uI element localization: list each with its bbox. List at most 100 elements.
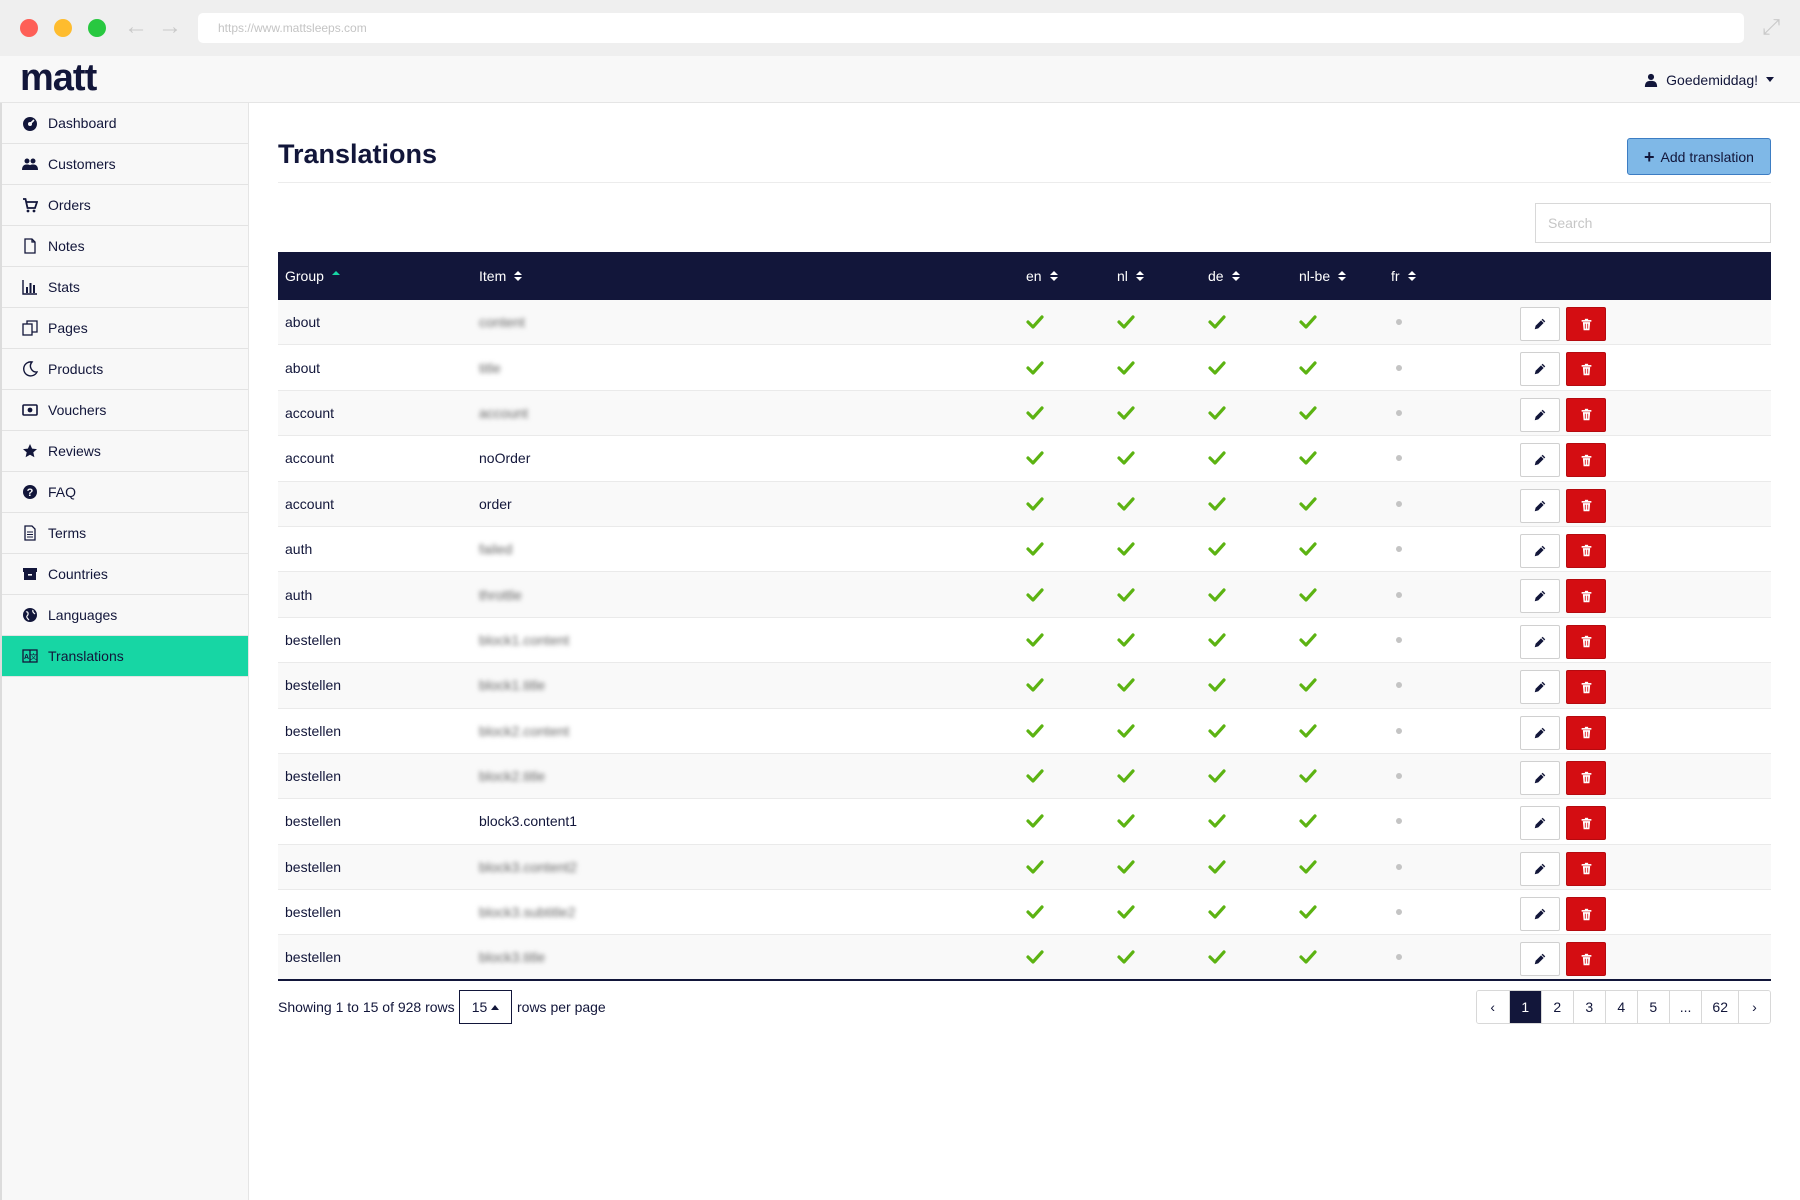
- svg-text:A: A: [24, 654, 29, 661]
- next-page-button[interactable]: ›: [1738, 991, 1770, 1023]
- status-cell: [1026, 345, 1044, 389]
- page-button-62[interactable]: 62: [1701, 991, 1738, 1023]
- expand-icon[interactable]: ⤢: [1762, 14, 1780, 39]
- delete-button[interactable]: [1566, 897, 1606, 932]
- check-icon: [1208, 315, 1226, 329]
- edit-button[interactable]: [1520, 851, 1560, 886]
- edit-button[interactable]: [1520, 488, 1560, 523]
- page-button-2[interactable]: 2: [1540, 991, 1573, 1023]
- status-cell: [1117, 482, 1135, 526]
- user-menu[interactable]: Goedemiddag!: [1644, 56, 1774, 103]
- delete-button[interactable]: [1566, 488, 1606, 523]
- column-header-de[interactable]: de: [1208, 252, 1240, 300]
- greeting-label: Goedemiddag!: [1666, 71, 1758, 88]
- edit-button[interactable]: [1520, 352, 1560, 387]
- status-cell: [1391, 890, 1402, 934]
- edit-button[interactable]: [1520, 624, 1560, 659]
- sidebar-item-reviews[interactable]: Reviews: [2, 431, 248, 472]
- search-input[interactable]: [1535, 203, 1771, 243]
- edit-button[interactable]: [1520, 760, 1560, 795]
- document-icon: [24, 525, 36, 541]
- edit-button[interactable]: [1520, 715, 1560, 750]
- check-icon: [1299, 905, 1317, 919]
- close-window-button[interactable]: [20, 19, 38, 37]
- page-button-3[interactable]: 3: [1572, 991, 1605, 1023]
- edit-button[interactable]: [1520, 897, 1560, 932]
- sidebar-item-translations[interactable]: A 文 Translations: [2, 636, 248, 677]
- user-icon: [1645, 73, 1658, 87]
- edit-button[interactable]: [1520, 443, 1560, 478]
- column-header-item[interactable]: Item: [479, 252, 523, 300]
- status-cell: [1208, 572, 1226, 616]
- rows-per-page-select[interactable]: 15: [459, 990, 512, 1024]
- table-body: about content about title account account acco…: [278, 300, 1771, 981]
- delete-button[interactable]: [1566, 806, 1606, 841]
- back-arrow-icon[interactable]: ←: [124, 13, 148, 40]
- check-icon: [1026, 406, 1044, 420]
- delete-button[interactable]: [1566, 942, 1606, 977]
- page-button-4[interactable]: 4: [1604, 991, 1637, 1023]
- status-cell: [1299, 799, 1317, 843]
- edit-button[interactable]: [1520, 670, 1560, 705]
- column-header-nl-be[interactable]: nl-be: [1299, 252, 1347, 300]
- delete-button[interactable]: [1566, 579, 1606, 614]
- delete-button[interactable]: [1566, 307, 1606, 341]
- column-header-fr[interactable]: fr: [1391, 252, 1416, 300]
- minimize-window-button[interactable]: [54, 19, 72, 37]
- maximize-window-button[interactable]: [88, 19, 106, 37]
- sidebar-item-languages[interactable]: Languages: [2, 595, 248, 636]
- delete-button[interactable]: [1566, 533, 1606, 568]
- delete-button[interactable]: [1566, 670, 1606, 705]
- delete-button[interactable]: [1566, 397, 1606, 432]
- page-button-5[interactable]: 5: [1636, 991, 1669, 1023]
- logo[interactable]: matt: [20, 57, 97, 99]
- delete-button[interactable]: [1566, 443, 1606, 478]
- add-translation-button[interactable]: + Add translation: [1627, 138, 1771, 175]
- page-button-1[interactable]: 1: [1508, 991, 1541, 1023]
- delete-button[interactable]: [1566, 851, 1606, 886]
- check-icon: [1299, 678, 1317, 692]
- edit-button[interactable]: [1520, 579, 1560, 614]
- sidebar-item-dashboard[interactable]: Dashboard: [2, 103, 248, 144]
- check-icon: [1026, 360, 1044, 375]
- missing-dot-icon: [1396, 636, 1402, 643]
- delete-button[interactable]: [1566, 715, 1606, 750]
- sidebar-item-orders[interactable]: Orders: [2, 185, 248, 226]
- sidebar-item-faq[interactable]: ? FAQ: [2, 472, 248, 513]
- missing-dot-icon: [1396, 319, 1402, 326]
- column-header-nl[interactable]: nl: [1117, 252, 1144, 300]
- address-bar[interactable]: https://www.mattsleeps.com: [198, 13, 1744, 43]
- sidebar-item-products[interactable]: Products: [2, 349, 248, 390]
- edit-button[interactable]: [1520, 397, 1560, 432]
- edit-button[interactable]: [1520, 806, 1560, 841]
- column-header-group[interactable]: Group: [285, 252, 340, 300]
- check-icon: [1117, 633, 1135, 647]
- delete-button[interactable]: [1566, 760, 1606, 795]
- edit-button[interactable]: [1520, 307, 1560, 341]
- forward-arrow-icon[interactable]: →: [158, 13, 182, 40]
- column-header-en[interactable]: en: [1026, 252, 1058, 300]
- check-icon: [1299, 633, 1317, 647]
- item-cell: block3.subtitle2: [479, 904, 576, 921]
- sidebar-item-stats[interactable]: Stats: [2, 267, 248, 308]
- status-cell: [1299, 436, 1317, 480]
- delete-button[interactable]: [1566, 352, 1606, 387]
- sidebar-item-customers[interactable]: Customers: [2, 144, 248, 185]
- delete-button[interactable]: [1566, 624, 1606, 659]
- sidebar-item-pages[interactable]: Pages: [2, 308, 248, 349]
- edit-button[interactable]: [1520, 942, 1560, 977]
- sidebar-item-terms[interactable]: Terms: [2, 513, 248, 554]
- sidebar-item-notes[interactable]: Notes: [2, 226, 248, 267]
- pencil-icon: [1534, 954, 1546, 965]
- previous-page-button[interactable]: ‹: [1476, 991, 1509, 1023]
- edit-button[interactable]: [1520, 533, 1560, 568]
- cart-icon: [23, 198, 38, 213]
- sidebar-item-countries[interactable]: Countries: [2, 554, 248, 595]
- add-translation-label: Add translation: [1660, 148, 1754, 165]
- plus-icon: +: [1644, 146, 1655, 167]
- column-header-label: de: [1208, 268, 1224, 284]
- sidebar-item-vouchers[interactable]: Vouchers: [2, 390, 248, 431]
- check-icon: [1026, 860, 1044, 874]
- table-row: account noOrder: [278, 436, 1771, 482]
- browser-toolbar: ← → https://www.mattsleeps.com ⤢: [0, 0, 1800, 56]
